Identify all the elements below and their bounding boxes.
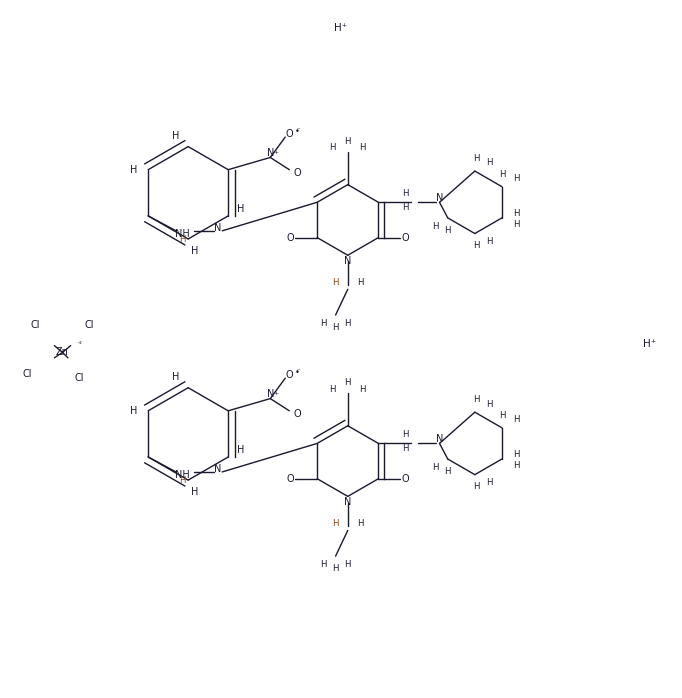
Text: N: N bbox=[344, 497, 351, 507]
Text: H⁺: H⁺ bbox=[334, 24, 348, 34]
Text: O: O bbox=[286, 128, 293, 139]
Text: H: H bbox=[357, 519, 364, 528]
Text: O: O bbox=[286, 474, 294, 484]
Text: N: N bbox=[267, 389, 274, 399]
Text: H: H bbox=[432, 221, 439, 230]
Text: Cl: Cl bbox=[75, 373, 85, 383]
Text: H: H bbox=[359, 385, 366, 394]
Text: H: H bbox=[402, 203, 409, 212]
Text: O: O bbox=[402, 474, 409, 484]
Text: H: H bbox=[320, 560, 327, 569]
Text: H: H bbox=[432, 463, 439, 472]
Text: H: H bbox=[344, 319, 351, 327]
Text: H: H bbox=[445, 225, 451, 235]
Text: H: H bbox=[473, 482, 479, 491]
Text: N: N bbox=[214, 464, 222, 474]
Text: H: H bbox=[499, 170, 505, 179]
Text: H: H bbox=[179, 476, 186, 485]
Text: H: H bbox=[179, 235, 186, 244]
Text: H: H bbox=[130, 165, 137, 174]
Text: Cl: Cl bbox=[31, 320, 40, 330]
Text: NH: NH bbox=[175, 228, 190, 239]
Text: H: H bbox=[344, 378, 351, 387]
Text: H: H bbox=[237, 445, 244, 455]
Text: H: H bbox=[344, 137, 351, 146]
Text: H: H bbox=[514, 174, 520, 183]
Text: N: N bbox=[267, 148, 274, 158]
Text: H: H bbox=[473, 154, 479, 163]
Text: +: + bbox=[273, 149, 278, 154]
Text: H: H bbox=[486, 478, 493, 487]
Text: H: H bbox=[191, 246, 198, 256]
Text: H: H bbox=[514, 415, 520, 424]
Text: H: H bbox=[332, 322, 339, 332]
Text: H: H bbox=[445, 467, 451, 476]
Text: H: H bbox=[329, 144, 336, 152]
Text: H: H bbox=[191, 487, 198, 497]
Text: H: H bbox=[173, 372, 179, 382]
Text: H: H bbox=[332, 564, 339, 573]
Text: H: H bbox=[486, 158, 493, 168]
Text: O: O bbox=[294, 409, 301, 419]
Text: N: N bbox=[344, 255, 351, 266]
Text: O: O bbox=[286, 232, 294, 243]
Text: H: H bbox=[332, 519, 339, 528]
Text: H: H bbox=[473, 242, 479, 251]
Text: +: + bbox=[273, 391, 278, 396]
Text: H: H bbox=[237, 204, 244, 214]
Text: H: H bbox=[130, 406, 137, 416]
Text: H: H bbox=[332, 278, 339, 287]
Text: N: N bbox=[436, 193, 443, 202]
Text: Zn: Zn bbox=[56, 348, 69, 357]
Text: H: H bbox=[486, 237, 493, 246]
Text: ⁻: ⁻ bbox=[296, 369, 300, 374]
Text: H: H bbox=[357, 278, 364, 287]
Text: ⁻²: ⁻² bbox=[76, 342, 83, 347]
Text: H: H bbox=[499, 411, 505, 420]
Text: H: H bbox=[359, 144, 366, 152]
Text: H: H bbox=[402, 189, 409, 198]
Text: H: H bbox=[514, 220, 520, 229]
Text: H: H bbox=[173, 131, 179, 141]
Text: O: O bbox=[402, 232, 409, 243]
Text: H: H bbox=[320, 319, 327, 327]
Text: H: H bbox=[514, 461, 520, 470]
Text: O: O bbox=[286, 370, 293, 380]
Text: H: H bbox=[402, 430, 409, 439]
Text: N: N bbox=[214, 223, 222, 233]
Text: N: N bbox=[436, 433, 443, 444]
Text: H: H bbox=[329, 385, 336, 394]
Text: H: H bbox=[486, 399, 493, 408]
Text: Cl: Cl bbox=[85, 320, 94, 330]
Text: Cl: Cl bbox=[23, 369, 32, 379]
Text: H: H bbox=[344, 560, 351, 569]
Text: H: H bbox=[514, 209, 520, 218]
Text: H: H bbox=[402, 445, 409, 453]
Text: •: • bbox=[295, 127, 300, 136]
Text: ⁻: ⁻ bbox=[296, 127, 300, 133]
Text: O: O bbox=[294, 168, 301, 178]
Text: NH: NH bbox=[175, 470, 190, 480]
Text: H: H bbox=[473, 396, 479, 404]
Text: H: H bbox=[514, 450, 520, 459]
Text: H⁺: H⁺ bbox=[643, 339, 657, 348]
Text: •: • bbox=[295, 369, 300, 378]
